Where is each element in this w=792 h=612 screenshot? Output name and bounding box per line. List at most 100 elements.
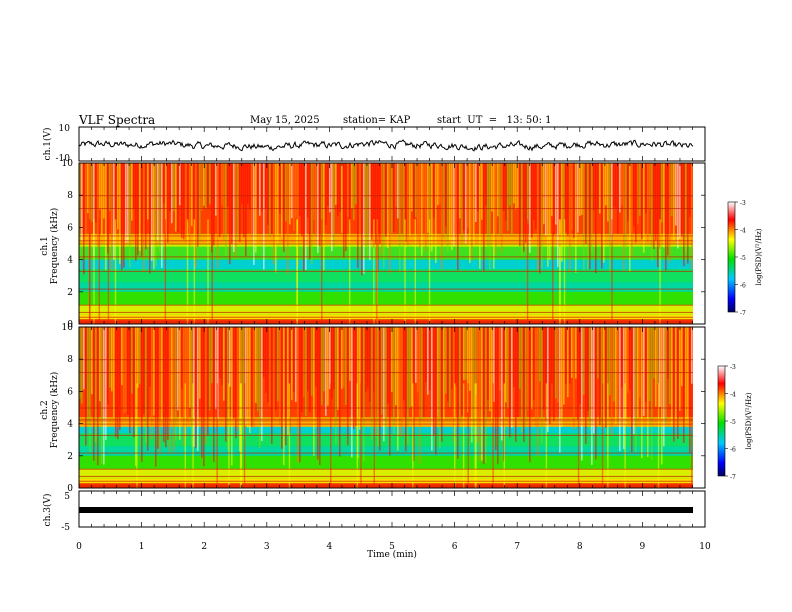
spectral-stripe — [221, 327, 223, 386]
spectral-stripe — [141, 163, 143, 257]
spectral-stripe — [259, 327, 261, 449]
spectral-stripe — [647, 163, 649, 242]
spectral-stripe — [295, 327, 297, 402]
spectral-stripe — [653, 163, 655, 249]
spectral-stripe — [235, 327, 237, 439]
spectral-stripe — [273, 163, 275, 265]
spectral-stripe — [409, 163, 411, 237]
ch1-ytick-bottom: -10 — [56, 154, 71, 164]
spectral-stripe — [547, 327, 549, 432]
spectral-stripe — [83, 327, 85, 390]
spectral-stripe — [439, 327, 441, 449]
narrowband-line — [79, 304, 693, 306]
narrowband-line — [79, 423, 693, 425]
spectral-stripe — [177, 327, 179, 411]
spectral-stripe — [419, 327, 421, 464]
spectral-stripe — [531, 327, 533, 410]
spectral-stripe — [579, 163, 581, 216]
spectral-stripe — [555, 327, 557, 399]
spectral-stripe — [407, 327, 409, 444]
spectral-stripe — [255, 163, 257, 253]
spectral-stripe — [337, 163, 339, 217]
spectral-stripe — [593, 163, 595, 211]
spectral-stripe — [309, 327, 311, 412]
spectral-stripe — [591, 163, 593, 253]
spectral-stripe — [155, 327, 157, 467]
spectral-stripe — [185, 327, 187, 438]
spectral-stripe — [517, 163, 519, 209]
spectral-stripe — [79, 163, 81, 269]
spectral-stripe — [417, 163, 419, 242]
spectral-stripe — [539, 163, 541, 274]
narrowband-line — [79, 420, 693, 422]
spectral-stripe — [173, 163, 175, 212]
spectral-stripe — [109, 327, 111, 388]
spectral-stripe — [527, 327, 529, 411]
spectral-stripe — [681, 327, 683, 387]
spectral-stripe — [463, 327, 465, 381]
spectral-stripe — [575, 163, 577, 273]
spectral-stripe — [281, 163, 283, 238]
spectral-stripe — [355, 163, 357, 205]
spectral-stripe — [513, 163, 515, 204]
ch3-ytick-top: 5 — [64, 492, 70, 502]
spectral-stripe — [135, 163, 137, 261]
spectral-stripe — [609, 163, 611, 273]
spectral-stripe — [595, 327, 597, 460]
spectral-stripe — [643, 327, 645, 417]
spectral-stripe — [367, 163, 369, 258]
spectral-stripe — [145, 327, 147, 443]
spectral-stripe — [511, 327, 513, 428]
no-data-region — [693, 327, 705, 488]
spectral-stripe — [603, 163, 605, 263]
spectral-stripe — [687, 327, 689, 422]
spectral-stripe — [585, 163, 587, 244]
spectral-stripe — [455, 163, 457, 237]
panel-ch1-waveform: 10 -10 ch.1(V) — [42, 124, 706, 164]
spectral-stripe — [643, 163, 645, 253]
spectral-stripe — [519, 163, 521, 247]
spectral-stripe — [507, 163, 509, 231]
spectral-stripe — [543, 163, 545, 225]
ch3-ylabel: ch.3(V) — [42, 494, 53, 527]
spectral-stripe — [669, 163, 671, 263]
spectral-stripe — [369, 163, 371, 261]
spectral-stripe — [159, 327, 161, 455]
spectral-stripe — [481, 163, 483, 220]
spectral-stripe — [537, 163, 539, 272]
spectral-band — [79, 468, 693, 479]
spectral-stripe — [305, 163, 307, 270]
spectral-stripe — [571, 163, 573, 230]
spectral-stripe — [689, 327, 691, 453]
spectral-stripe — [449, 163, 451, 241]
colorbar-ch2-ticks: -3 -4 -5 -6 -7 — [725, 364, 736, 481]
spectral-stripe — [683, 163, 685, 267]
spectral-stripe — [207, 327, 209, 436]
spectral-stripe — [389, 163, 391, 274]
colorbar-tick-label: -5 — [740, 255, 746, 262]
spectral-stripe — [379, 327, 381, 451]
freq-tick-label: 0 — [67, 320, 73, 330]
spectral-stripe — [193, 163, 195, 225]
ch1-spectrogram-xticks — [78, 163, 706, 324]
spectral-stripe — [143, 163, 145, 272]
spectral-stripe — [163, 163, 165, 204]
spectral-stripe — [581, 163, 583, 215]
spectral-stripe — [249, 163, 251, 210]
spectral-stripe — [217, 163, 219, 269]
spectral-stripe — [673, 327, 675, 442]
start-time-label: start UT = 13: 50: 1 — [437, 115, 552, 126]
spectral-stripe — [105, 327, 107, 440]
spectral-stripe — [93, 327, 95, 461]
spectral-stripe — [473, 163, 475, 247]
spectral-stripe — [213, 327, 215, 462]
spectral-stripe — [451, 163, 453, 250]
spectral-stripe — [549, 327, 551, 425]
spectral-stripe — [183, 327, 185, 446]
spectral-stripe — [501, 163, 503, 252]
freq-tick-label: 2 — [67, 452, 73, 462]
spectral-stripe — [407, 163, 409, 246]
spectral-stripe — [169, 327, 171, 454]
spectral-stripe — [505, 327, 507, 403]
spectral-stripe — [445, 327, 447, 394]
